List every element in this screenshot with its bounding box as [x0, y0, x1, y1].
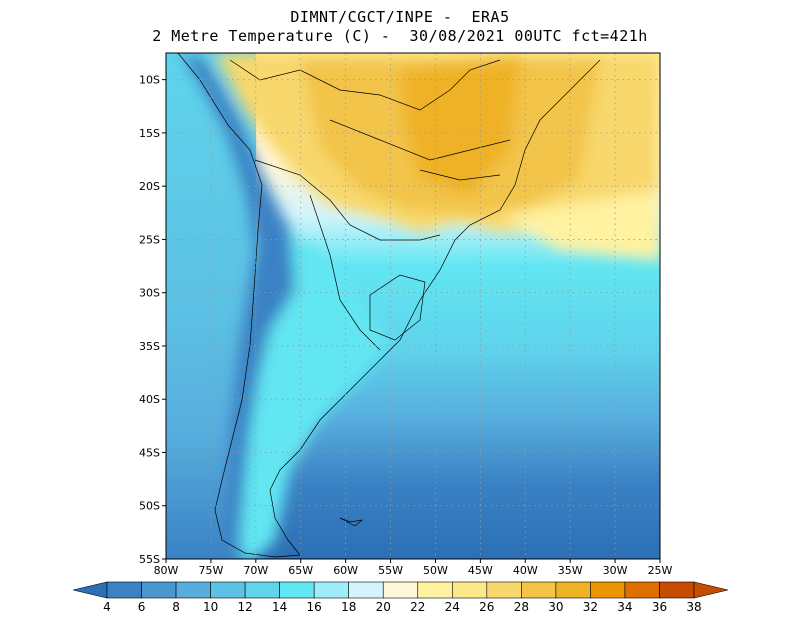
colorbar-label: 34: [617, 600, 632, 614]
colorbar-label: 26: [479, 600, 494, 614]
map-frame: [165, 52, 661, 560]
colorbar-segment: [382, 581, 419, 599]
colorbar-segment: [175, 581, 211, 599]
falkland-islands: [339, 517, 364, 527]
colorbar-max-arrow: [693, 581, 729, 599]
atlantic-coastline: [269, 59, 601, 556]
colorbar-label: 32: [583, 600, 598, 614]
lat-tick-label: 45S: [139, 446, 160, 459]
lon-tick-label: 25W: [648, 564, 673, 577]
colorbar-label: 4: [103, 600, 111, 614]
lon-tick-label: 70W: [243, 564, 268, 577]
colorbar-label: 6: [138, 600, 146, 614]
colorbar-label: 18: [341, 600, 356, 614]
colorbar-segment: [624, 581, 660, 599]
colorbar-segment: [279, 581, 315, 599]
colorbar-segment: [106, 581, 142, 599]
colorbar-min-arrow: [72, 581, 108, 599]
cold-zone-andes: [180, 53, 295, 540]
lat-tick-label: 55S: [139, 553, 160, 566]
colorbar-label: 20: [376, 600, 391, 614]
border-line-2: [309, 194, 381, 351]
lat-tick-label: 35S: [139, 340, 160, 353]
colorbar-segment: [486, 581, 522, 599]
colorbar-segment: [659, 581, 695, 599]
colorbar-segment: [590, 581, 626, 599]
colorbar-label: 16: [307, 600, 322, 614]
boundaries: [177, 53, 601, 558]
colorbar-label: 36: [652, 600, 667, 614]
colorbar-labels: 4 6 8 10 12 14 16 18 20 22 24 26 28 30 32 34 36 38: [103, 600, 701, 614]
longitude-labels: 80W 75W 70W 65W 60W 55W 50W 45W 40W 35W 30W 25W: [154, 564, 673, 577]
latitude-labels: 10S 15S 20S 25S 30S 35S 40S 45S 50S 55S: [139, 74, 160, 566]
colorbar-label: 24: [445, 600, 460, 614]
colorbar-segment: [555, 581, 591, 599]
colorbar-label: 28: [514, 600, 529, 614]
lon-tick-label: 35W: [558, 564, 583, 577]
border-line-3: [229, 59, 501, 111]
gridlines: [162, 53, 661, 563]
colorbar-segment: [348, 581, 384, 599]
colorbar-segment: [244, 581, 280, 599]
border-line-4: [329, 119, 511, 161]
lon-tick-label: 45W: [468, 564, 493, 577]
lon-tick-label: 30W: [603, 564, 628, 577]
warm-atlantic: [500, 190, 660, 260]
map-title-line-2: 2 Metre Temperature (C) - 30/08/2021 00U…: [152, 27, 648, 45]
lon-tick-label: 75W: [198, 564, 223, 577]
colorbar-segment: [313, 581, 350, 599]
colorbar-segment: [521, 581, 557, 599]
border-line-5: [419, 169, 501, 181]
pacific-coastline: [177, 53, 301, 558]
lat-tick-label: 10S: [139, 74, 160, 87]
lon-tick-label: 55W: [378, 564, 403, 577]
border-line-1: [254, 159, 441, 241]
colorbar-label: 10: [203, 600, 218, 614]
lon-tick-label: 80W: [154, 564, 179, 577]
lat-tick-label: 25S: [139, 233, 160, 246]
lat-tick-label: 30S: [139, 287, 160, 300]
lon-tick-label: 50W: [423, 564, 448, 577]
lat-tick-label: 15S: [139, 127, 160, 140]
colorbar-label: 38: [686, 600, 701, 614]
lon-tick-label: 65W: [288, 564, 313, 577]
colorbar-segment: [417, 581, 453, 599]
colorbar-segment: [141, 581, 177, 599]
temperature-field: [166, 53, 660, 559]
lat-tick-label: 50S: [139, 500, 160, 513]
colorbar-label: 14: [272, 600, 287, 614]
colorbar-label: 30: [548, 600, 563, 614]
lon-tick-label: 40W: [513, 564, 538, 577]
colorbar-segment: [210, 581, 246, 599]
map-title-line-1: DIMNT/CGCT/INPE - ERA5: [290, 8, 510, 26]
border-uruguay: [369, 274, 426, 341]
lon-tick-label: 60W: [333, 564, 358, 577]
colorbar-label: 12: [237, 600, 252, 614]
lat-tick-label: 40S: [139, 393, 160, 406]
colorbar: [72, 581, 729, 599]
colorbar-segment: [451, 581, 488, 599]
colorbar-label: 8: [172, 600, 180, 614]
colorbar-label: 22: [410, 600, 425, 614]
lat-tick-label: 20S: [139, 180, 160, 193]
